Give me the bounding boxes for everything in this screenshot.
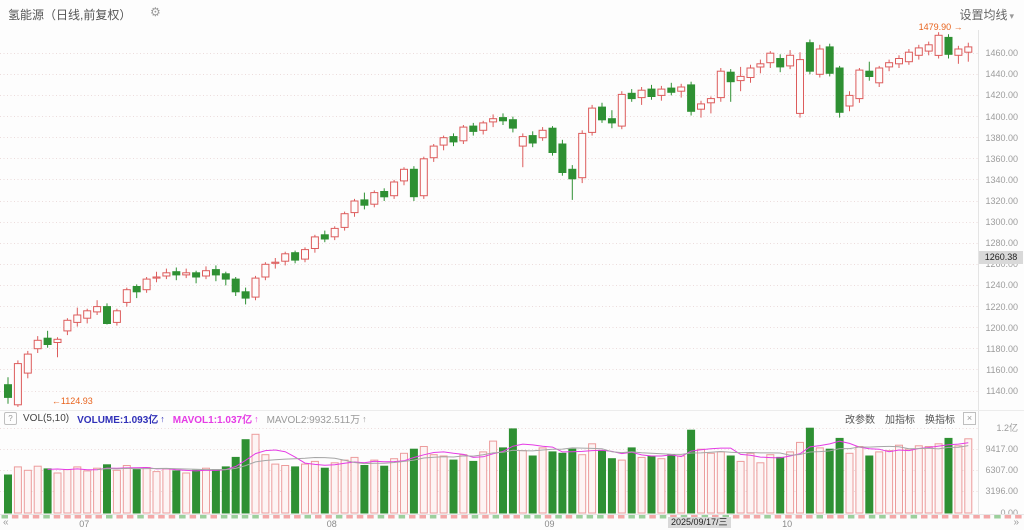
ma-settings-label: 设置均线: [959, 8, 1008, 22]
minimap[interactable]: [0, 515, 1024, 519]
link-add-indicator[interactable]: 加指标: [885, 415, 915, 426]
mavol1-value: MAVOL1:1.037亿: [172, 415, 253, 426]
gear-icon[interactable]: ⚙: [150, 5, 161, 19]
chart-canvas[interactable]: [0, 0, 978, 514]
price-tick-label: 1260.00: [985, 259, 1018, 270]
price-tick-label: 1340.00: [985, 174, 1018, 185]
main-header: 氢能源（日线,前复权） ⚙ 设置均线 ▾: [0, 0, 1024, 26]
pane-divider: [0, 410, 1024, 411]
indicator-name: VOL(5,10): [23, 413, 70, 424]
question-icon[interactable]: ?: [4, 412, 17, 425]
price-tick-label: 1360.00: [985, 153, 1018, 164]
link-change-params[interactable]: 改参数: [845, 415, 875, 426]
price-tick-label: 1240.00: [985, 280, 1018, 291]
scroll-right-icon[interactable]: »: [1013, 517, 1019, 528]
close-icon[interactable]: ×: [963, 412, 976, 425]
volume-tick-label: 0.00: [1000, 508, 1018, 518]
crosshair-price-badge: 1260.38: [979, 250, 1023, 264]
price-tick-label: 1380.00: [985, 132, 1018, 143]
month-label: 07: [79, 519, 90, 529]
volume-value: VOLUME:1.093亿: [77, 415, 159, 426]
price-tick-label: 1460.00: [985, 48, 1018, 59]
mavol2-up-arrow-icon: ↑: [362, 413, 367, 424]
price-tick-label: 1400.00: [985, 111, 1018, 122]
indicator-bar: ? VOL(5,10) VOLUME:1.093亿 ↑ MAVOL1:1.037…: [0, 411, 978, 426]
price-tick-label: 1220.00: [985, 301, 1018, 312]
volume-up-arrow-icon: ↑: [160, 413, 165, 424]
volume-tick-label: 9417.00: [985, 444, 1018, 455]
chart-title: 氢能源（日线,前复权）: [8, 8, 132, 22]
price-tick-label: 1280.00: [985, 238, 1018, 249]
price-tick-label: 1300.00: [985, 217, 1018, 228]
axis-divider: [978, 30, 979, 514]
time-axis: « » 2025/09/17/三 07 08 09 10: [0, 514, 1024, 530]
volume-tick-label: 6307.00: [985, 465, 1018, 476]
price-tick-label: 1200.00: [985, 322, 1018, 333]
crosshair-date-badge: 2025/09/17/三: [668, 517, 731, 528]
price-tick-label: 1440.00: [985, 69, 1018, 80]
month-label: 10: [782, 519, 793, 529]
mavol1-up-arrow-icon: ↑: [254, 413, 259, 424]
price-tick-label: 1160.00: [986, 364, 1018, 375]
month-label: 09: [544, 519, 555, 529]
volume-tick-label: 1.2亿: [996, 423, 1018, 433]
chevron-down-icon: ▾: [1009, 11, 1014, 21]
indicator-links: 改参数 加指标 换指标 ×: [835, 411, 976, 426]
price-tick-label: 1420.00: [985, 90, 1018, 101]
high-annotation: 1479.90 →: [918, 22, 963, 33]
low-annotation: ←1124.93: [51, 395, 93, 406]
price-axis: 1260.38 1460.00 1440.00 1420.00 1400.00 1380…: [978, 0, 1024, 410]
volume-axis: 1.2亿 9417.00 6307.00 3196.00 0.00: [978, 410, 1024, 518]
price-tick-label: 1320.00: [985, 196, 1018, 206]
mavol2-value: MAVOL2:9932.511万: [266, 415, 361, 426]
scroll-left-icon[interactable]: «: [3, 517, 9, 528]
volume-tick-label: 3196.00: [985, 486, 1018, 497]
ma-settings-button[interactable]: 设置均线 ▾: [959, 6, 1014, 23]
price-tick-label: 1180.00: [986, 343, 1018, 354]
link-switch-indicator[interactable]: 换指标: [925, 415, 955, 426]
month-label: 08: [326, 519, 337, 529]
price-tick-label: 1140.00: [986, 386, 1018, 396]
